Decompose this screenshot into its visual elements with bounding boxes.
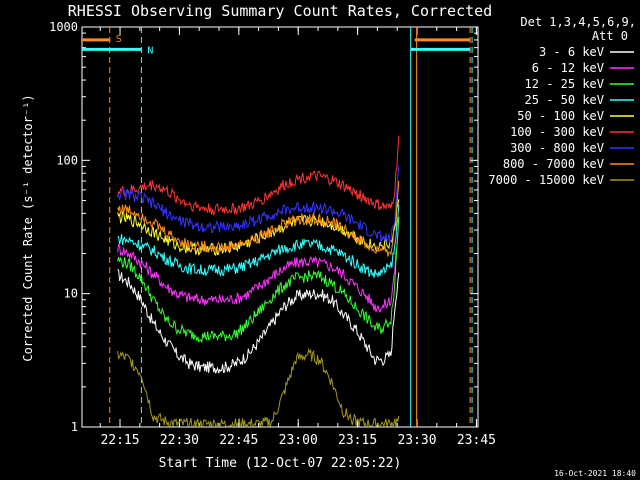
legend-entry-label: 300 - 800 keV bbox=[510, 141, 604, 155]
legend-entry-label: 6 - 12 keV bbox=[532, 61, 604, 75]
plot-area: 1 10 100 1000 22:15 22:30 22:45 23:00 23:15 23:30… bbox=[49, 20, 496, 448]
legend-header-line-2: Att 0 bbox=[592, 29, 628, 43]
x-tick-label: 22:45 bbox=[219, 433, 258, 448]
legend: Det 1,3,4,5,6,9, Att 0 3 - 6 keV 6 - 12 k… bbox=[488, 15, 636, 187]
legend-entry-label: 7000 - 15000 keV bbox=[488, 173, 604, 187]
series-line-8 bbox=[117, 180, 400, 257]
y-tick-label: 1000 bbox=[49, 20, 78, 34]
series-line-4 bbox=[117, 204, 400, 279]
legend-entry-label: 800 - 7000 keV bbox=[503, 157, 604, 171]
y-tick-label: 100 bbox=[56, 153, 78, 167]
legend-entry-label: 25 - 50 keV bbox=[525, 93, 604, 107]
annotation-label-n: N bbox=[147, 45, 153, 56]
legend-entry-label: 100 - 300 keV bbox=[510, 125, 604, 139]
annotation-label-s: S bbox=[116, 34, 122, 45]
y-tick-label: 1 bbox=[71, 420, 78, 434]
series-line-2 bbox=[117, 218, 400, 313]
x-tick-label: 23:45 bbox=[457, 433, 496, 448]
x-tick-label: 22:15 bbox=[100, 433, 139, 448]
legend-entry-label: 12 - 25 keV bbox=[525, 77, 604, 91]
x-axis-label: Start Time (12-Oct-07 22:05:22) bbox=[159, 456, 402, 471]
x-tick-label: 23:00 bbox=[279, 433, 318, 448]
series-line-6 bbox=[117, 135, 400, 217]
y-axis-label: Corrected Count Rate (s⁻¹ detector⁻¹) bbox=[21, 94, 35, 361]
x-tick-label: 23:30 bbox=[397, 433, 436, 448]
render-timestamp: 16-Oct-2021 18:40 bbox=[554, 469, 636, 478]
series-line-1 bbox=[117, 269, 400, 374]
x-tick-label: 23:15 bbox=[338, 433, 377, 448]
x-tick-label: 22:30 bbox=[160, 433, 199, 448]
series-line-9 bbox=[117, 347, 400, 429]
plot-frame bbox=[81, 26, 479, 428]
y-tick-label: 10 bbox=[64, 287, 78, 301]
legend-entry-label: 50 - 100 keV bbox=[517, 109, 604, 123]
legend-entry-label: 3 - 6 keV bbox=[539, 45, 604, 59]
chart-title: RHESSI Observing Summary Count Rates, Co… bbox=[68, 2, 492, 20]
series-line-3 bbox=[117, 216, 400, 344]
series-line-7 bbox=[117, 165, 400, 244]
legend-header-line-1: Det 1,3,4,5,6,9, bbox=[520, 15, 636, 29]
